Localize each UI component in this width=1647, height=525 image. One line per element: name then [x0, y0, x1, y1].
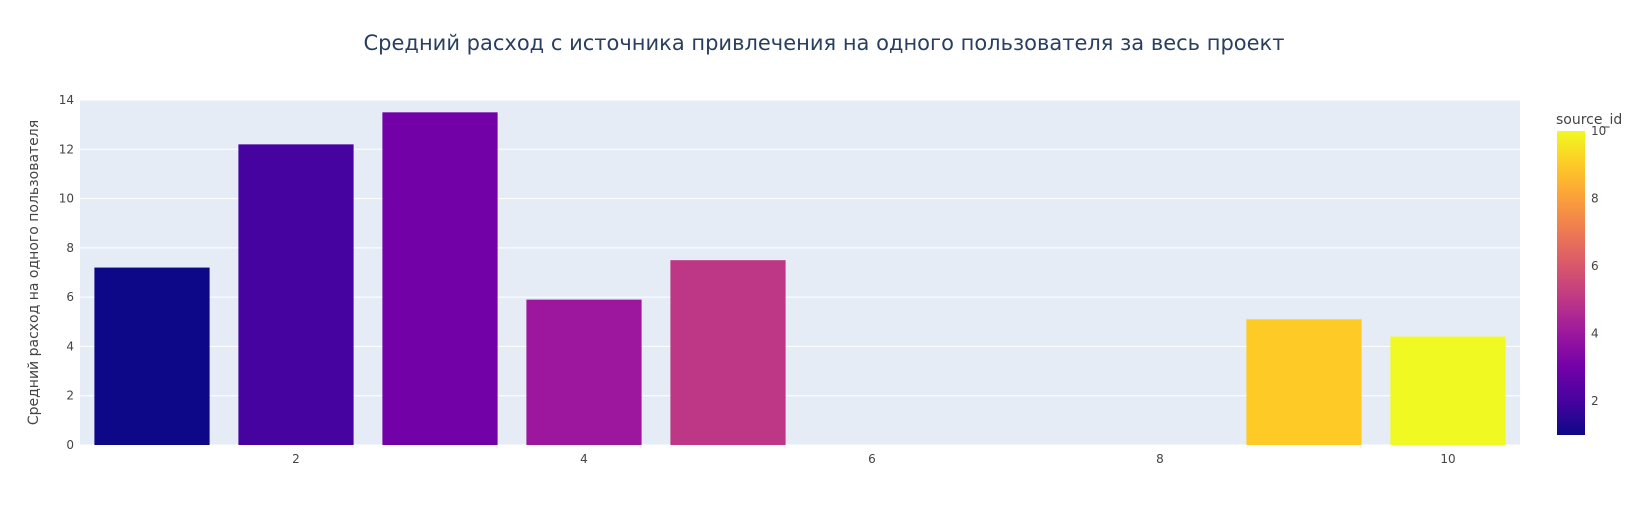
x-axis-ticks: 2 4 6 8 10 — [292, 452, 1455, 466]
bar-source-5 — [670, 260, 786, 445]
bar-source-2 — [238, 144, 354, 445]
y-tick-label: 0 — [66, 438, 74, 452]
colorbar-tick-label: 4 — [1591, 327, 1599, 341]
colorbar-tick-label: 8 — [1591, 192, 1599, 206]
bar-source-10 — [1390, 336, 1506, 445]
x-tick-label: 10 — [1440, 452, 1455, 466]
chart-title: Средний расход с источника привлечения н… — [364, 31, 1285, 55]
x-tick-label: 2 — [292, 452, 300, 466]
y-tick-label: 12 — [59, 142, 74, 156]
y-tick-label: 2 — [66, 389, 74, 403]
bars — [94, 112, 1506, 446]
bar-source-3 — [382, 112, 498, 446]
y-axis-label: Средний расход на одного пользователя — [26, 120, 42, 425]
y-tick-label: 10 — [59, 192, 74, 206]
y-tick-label: 6 — [66, 290, 74, 304]
colorbar — [1557, 131, 1585, 435]
colorbar-ticks: 2 4 6 8 10 — [1591, 124, 1606, 408]
x-tick-label: 4 — [580, 452, 588, 466]
y-tick-label: 14 — [59, 93, 74, 107]
y-tick-label: 8 — [66, 241, 74, 255]
bar-source-4 — [526, 299, 642, 445]
bar-source-1 — [94, 267, 210, 445]
colorbar-tick-label: 6 — [1591, 259, 1599, 273]
y-axis-ticks: 0 2 4 6 8 10 12 14 — [59, 93, 74, 452]
colorbar-tick-label: 2 — [1591, 394, 1599, 408]
x-tick-label: 6 — [868, 452, 876, 466]
bar-source-9 — [1246, 319, 1362, 445]
colorbar-title: source_id — [1556, 112, 1622, 128]
y-tick-label: 4 — [66, 339, 74, 353]
colorbar-tick-label: 10 — [1591, 124, 1606, 138]
x-tick-label: 8 — [1156, 452, 1164, 466]
